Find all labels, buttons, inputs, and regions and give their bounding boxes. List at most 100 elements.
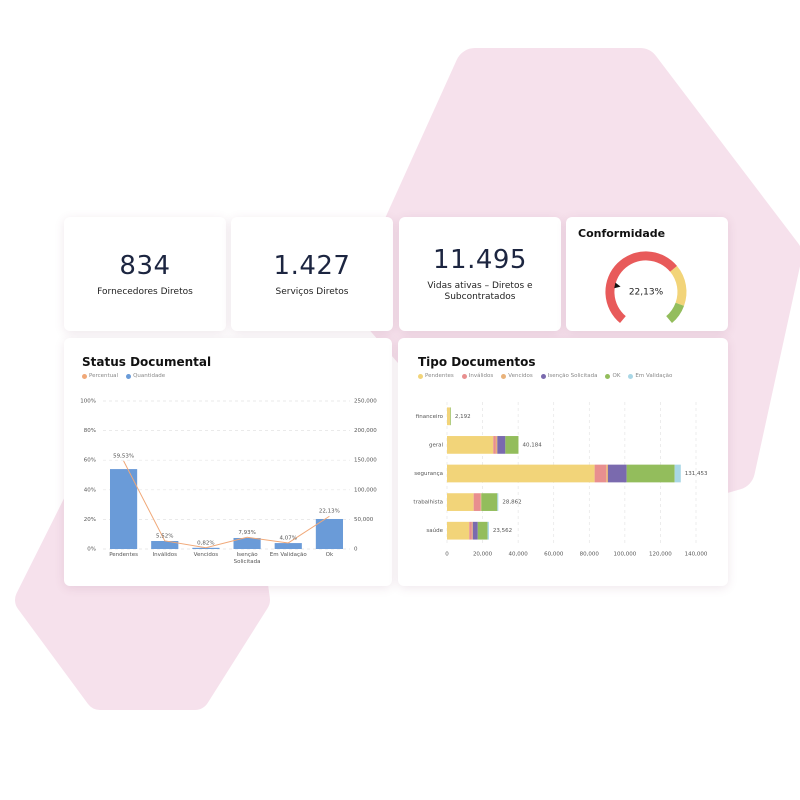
x-tick-label-box: Inválidos (152, 552, 177, 558)
y-tick-label: 80% (84, 428, 96, 434)
bar-segment (447, 436, 494, 454)
bar-segment (607, 464, 627, 483)
bar-segment (480, 493, 482, 511)
chart-title: Status Documental (82, 355, 212, 369)
bar-segment (447, 464, 595, 483)
data-label: 22,13% (319, 509, 340, 515)
bar-segment (472, 521, 478, 540)
y2-tick-label: 200,000 (354, 428, 377, 434)
x-tick-label: Em Validação (269, 552, 307, 558)
data-label: 0,82% (197, 540, 214, 546)
bar-segment (606, 464, 608, 483)
gauge-arc (669, 266, 687, 306)
kpi-label: Fornecedores Diretos (97, 286, 193, 297)
y2-tick-label: 100,000 (354, 487, 377, 493)
bar-segment (487, 521, 489, 540)
total-label: 40,184 (522, 442, 542, 448)
bar-segment (626, 464, 675, 483)
legend-label: Pendentes (425, 373, 454, 379)
bar (109, 469, 138, 549)
bar-segment (497, 493, 499, 511)
legend-item: Inválidos (461, 373, 494, 379)
x-tick-label: 60,000 (544, 552, 564, 558)
kpi-value: 1.427 (273, 250, 351, 281)
line (123, 460, 330, 549)
legend-swatch (461, 373, 467, 379)
total-label: 28,862 (502, 500, 521, 506)
bar-segment (594, 464, 607, 483)
total-label: 131,453 (685, 471, 708, 477)
y2-tick-label: 150,000 (354, 458, 377, 464)
y-tick-label: trabalhista (413, 500, 443, 506)
x-tick-label-box: Pendentes (109, 552, 138, 558)
x-tick-label: Pendentes (109, 552, 138, 558)
bar (151, 541, 179, 549)
bar-segment (495, 436, 498, 454)
y-tick-label: 20% (84, 517, 96, 523)
legend-item: OK (605, 373, 620, 379)
bar-segment (471, 521, 473, 540)
bar-segment (505, 436, 519, 454)
bar-segment (450, 407, 451, 426)
total-label: 2,192 (455, 414, 471, 420)
y-tick-label: financeiro (416, 414, 444, 420)
kpi-value: 11.495 (433, 245, 527, 275)
y-tick-label: segurança (414, 471, 443, 477)
legend-item: Quantidade (126, 373, 165, 379)
bar-segment (447, 493, 474, 511)
gauge-needle (614, 282, 621, 289)
legend-swatch (82, 373, 87, 379)
legend-label: Isenção Solicitada (547, 373, 598, 379)
x-tick-label: 20,000 (473, 552, 493, 558)
gauge-card: Conformidade (566, 217, 728, 331)
y-tick-label: geral (429, 442, 444, 448)
y-tick-label: 60% (84, 458, 96, 464)
legend-label: OK (612, 373, 621, 379)
legend-swatch (418, 373, 423, 379)
legend-swatch (126, 373, 132, 379)
legend-item: Em Validação (628, 373, 672, 379)
gauge-value: 22,13% (629, 288, 664, 298)
bar-segment (481, 493, 498, 511)
y-tick-label: 40% (84, 487, 96, 493)
legend-item: Percentual (82, 373, 118, 379)
bar-segment (469, 521, 472, 540)
x-tick-label: 40,000 (509, 552, 529, 558)
data-label: 7,93% (238, 530, 255, 536)
kpi-card: 11.495 Vidas ativas – Diretos e Subcontr… (399, 217, 561, 331)
x-tick-label-box: Isenção Solicitada (233, 552, 261, 565)
kpi-card: 1.427 Serviços Diretos (231, 217, 393, 331)
kpi-label: Vidas ativas – Diretos e Subcontratados (427, 281, 533, 302)
total-label: 23,562 (493, 528, 512, 534)
legend-swatch (605, 373, 611, 379)
chart-title: Tipo Documentos (418, 355, 536, 369)
legend-swatch (501, 373, 507, 379)
x-tick-label: 120,000 (649, 552, 672, 558)
legend-item: Isenção Solicitada (540, 373, 598, 379)
legend-label: Em Validação (635, 373, 673, 379)
x-tick-label: 140,000 (685, 552, 708, 558)
bar (192, 547, 220, 549)
y2-tick-label: 250,000 (354, 399, 377, 405)
x-tick-label: 0 (445, 552, 449, 558)
data-label: 59,53% (113, 453, 134, 459)
kpi-value: 834 (119, 250, 171, 281)
x-tick-label: Isenção Solicitada (233, 552, 261, 565)
gauge-title: Conformidade (578, 227, 666, 240)
x-tick-label: Vencidos (193, 552, 219, 558)
y-tick-label: saúde (426, 527, 443, 534)
legend: Percentual Quantidade (82, 373, 165, 379)
data-label: 4,07% (280, 535, 297, 541)
legend-label: Quantidade (133, 373, 166, 379)
bar-segment (447, 521, 470, 540)
data-label: 5,52% (156, 533, 173, 539)
x-tick-label-box: Ok (326, 552, 334, 558)
legend-label: Percentual (89, 373, 119, 379)
bar (274, 543, 302, 549)
y-tick-label: 100% (80, 399, 96, 405)
legend-label: Inválidos (468, 373, 494, 379)
gauge-arc (666, 302, 685, 324)
chart-card: Tipo Documentos Pendentes Inválidos Vencid… (398, 338, 728, 586)
bar (233, 537, 261, 549)
